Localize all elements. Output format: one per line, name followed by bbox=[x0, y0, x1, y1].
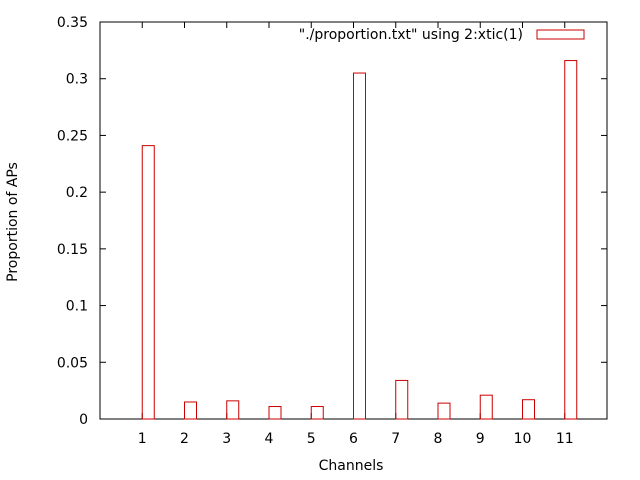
bar-series bbox=[141, 60, 578, 420]
y-axis-label: Proportion of APs bbox=[5, 162, 21, 282]
bar-channel-1 bbox=[141, 145, 155, 420]
y-tick-label: 0.15 bbox=[57, 242, 88, 258]
x-tick-label: 8 bbox=[434, 431, 443, 447]
x-tick-label: 2 bbox=[180, 431, 189, 447]
x-tick-label: 9 bbox=[476, 431, 485, 447]
x-tick-label: 7 bbox=[391, 431, 400, 447]
x-tick-label: 11 bbox=[556, 431, 574, 447]
bar-channel-11 bbox=[564, 60, 578, 420]
bar-channel-2 bbox=[184, 401, 197, 420]
legend: "./proportion.txt" using 2:xtic(1) bbox=[299, 27, 585, 43]
y-tick-label: 0.25 bbox=[57, 128, 88, 144]
y-axis: 0 0.05 0.1 0.15 0.2 0.25 0.3 0.35 bbox=[57, 15, 607, 428]
bar-channel-4 bbox=[268, 406, 282, 420]
x-tick-label: 10 bbox=[514, 431, 532, 447]
legend-label: "./proportion.txt" using 2:xtic(1) bbox=[299, 27, 523, 43]
y-tick-label: 0.35 bbox=[57, 15, 88, 31]
x-tick-label: 1 bbox=[138, 431, 147, 447]
x-tick-label: 3 bbox=[222, 431, 231, 447]
x-axis: 1 2 3 4 5 6 7 8 9 10 11 bbox=[138, 22, 574, 447]
bar-channel-9 bbox=[479, 394, 493, 420]
y-tick-label: 0 bbox=[79, 412, 88, 428]
bar-channel-10 bbox=[522, 399, 535, 420]
x-tick-label: 5 bbox=[307, 431, 316, 447]
bar-channel-6 bbox=[353, 72, 366, 420]
y-tick-label: 0.1 bbox=[66, 299, 88, 315]
legend-swatch bbox=[536, 29, 585, 40]
bar-channel-5 bbox=[310, 406, 324, 420]
y-tick-label: 0.2 bbox=[66, 185, 88, 201]
y-tick-label: 0.3 bbox=[66, 72, 88, 88]
x-tick-label: 4 bbox=[265, 431, 274, 447]
bar-channel-8 bbox=[437, 402, 451, 420]
bar-channel-7 bbox=[395, 379, 409, 420]
x-tick-label: 6 bbox=[349, 431, 358, 447]
x-axis-label: Channels bbox=[319, 458, 384, 474]
bar-channel-3 bbox=[226, 400, 240, 420]
y-tick-label: 0.05 bbox=[57, 355, 88, 371]
